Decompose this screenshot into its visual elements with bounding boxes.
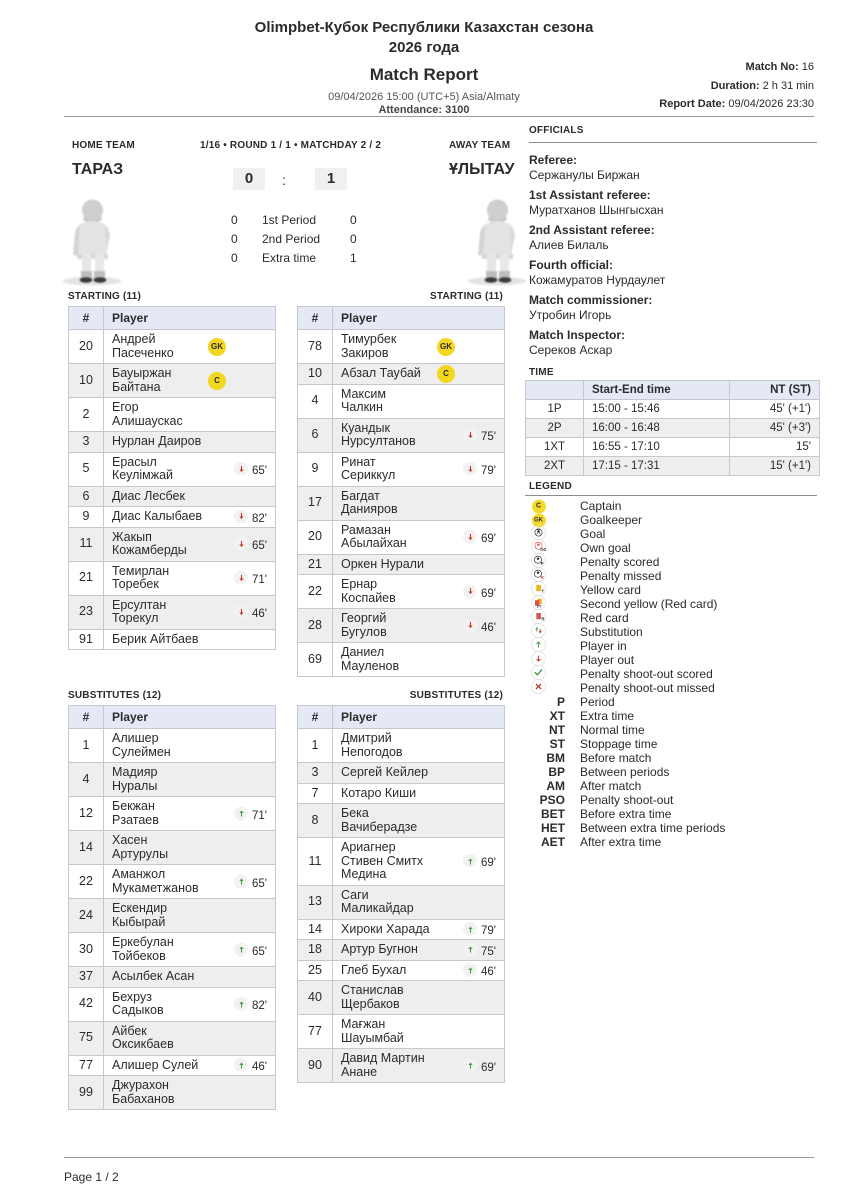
svg-text:✕: ✕ [540,575,544,580]
svg-text:OG: OG [540,547,546,552]
svg-text:Y: Y [541,589,544,594]
svg-text:2Y: 2Y [537,603,542,608]
svg-text:P: P [541,561,544,566]
